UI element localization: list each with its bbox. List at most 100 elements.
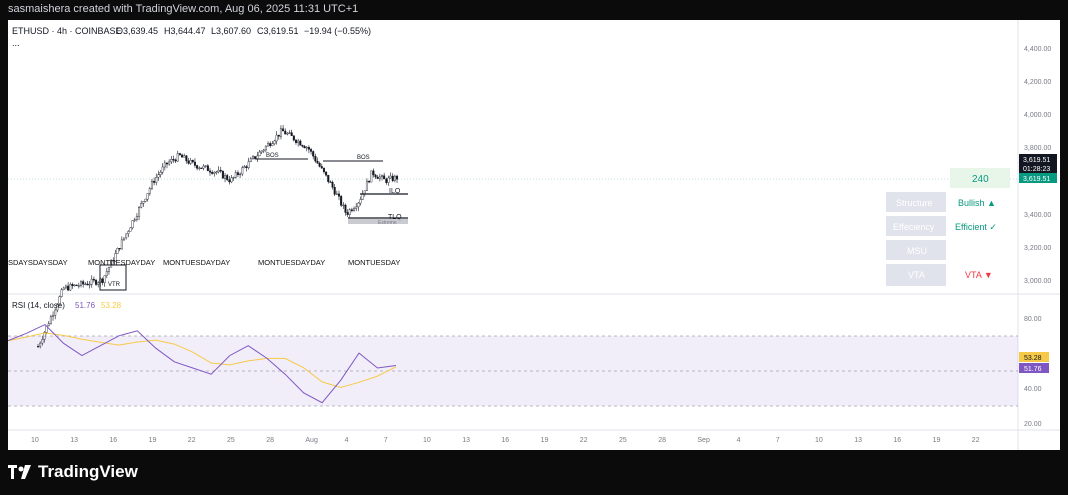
rsi-tick: 40.00: [1024, 386, 1042, 393]
candle: [387, 175, 390, 186]
candle: [393, 174, 396, 183]
candle: [335, 190, 338, 195]
time-axis[interactable]: 10 13 16 19 22 25 28 Aug 4 7 10 13 16 19 22 25 28 Sep 4 7 10…: [31, 437, 980, 444]
price-tick: 3,400.00: [1024, 212, 1051, 219]
price-tick: 3,200.00: [1024, 245, 1051, 252]
candle: [196, 164, 199, 171]
price-axis[interactable]: 4,400.00 4,200.00 4,000.00 3,800.00 3,40…: [1024, 46, 1051, 285]
candle: [350, 207, 353, 213]
candle: [320, 163, 323, 169]
candle: [370, 170, 373, 183]
candle: [133, 217, 136, 223]
time-tick: 16: [893, 437, 901, 444]
candle: [269, 141, 272, 148]
candle: [86, 280, 89, 286]
price-tick: 4,000.00: [1024, 112, 1051, 119]
last-price-2: 3,619.51: [1023, 176, 1050, 183]
credit-line: sasmaishera created with TradingView.com…: [8, 3, 359, 15]
time-tick: 4: [737, 437, 741, 444]
time-tick: 7: [384, 437, 388, 444]
candle: [340, 195, 343, 207]
chart-area[interactable]: ETHUSD · 4h · COINBASE O3,639.45 H3,644.…: [8, 20, 1060, 450]
candlestick-series: [37, 124, 399, 349]
candle: [226, 173, 229, 182]
candle: [178, 152, 181, 156]
ohlc-close: C3,619.51: [257, 26, 299, 36]
chart-svg[interactable]: ETHUSD · 4h · COINBASE O3,639.45 H3,644.…: [8, 20, 1060, 450]
candle: [322, 167, 325, 174]
candle: [299, 139, 302, 146]
vta-value: VTA ▼: [965, 270, 993, 280]
candle: [58, 295, 61, 306]
candle: [374, 173, 377, 179]
candle: [348, 208, 351, 218]
candle: [155, 173, 158, 186]
extreme-label: Extreme: [378, 220, 397, 226]
day-label: MONTUESDAY: [348, 258, 400, 267]
candle: [290, 129, 293, 137]
time-tick: 10: [423, 437, 431, 444]
candle: [146, 193, 149, 202]
candle: [127, 230, 130, 238]
time-tick: 13: [854, 437, 862, 444]
candle: [260, 150, 263, 155]
candle: [247, 157, 250, 170]
time-tick: 16: [501, 437, 509, 444]
ohlc-open: O3,639.45: [116, 26, 158, 36]
rsi-line: [8, 323, 397, 404]
candle: [73, 284, 76, 287]
candle: [327, 174, 330, 184]
candle: [105, 267, 108, 279]
candle: [307, 145, 310, 154]
vtr-label: VTR: [108, 282, 121, 288]
candle: [129, 227, 132, 232]
candle: [284, 128, 287, 135]
time-tick: 13: [462, 437, 470, 444]
candle: [292, 135, 295, 142]
time-tick: 22: [188, 437, 196, 444]
candle: [275, 131, 278, 145]
candle: [325, 171, 328, 177]
bos-label: BOS: [266, 153, 279, 159]
rsi-pane[interactable]: RSI (14, close) 51.76 53.28 80.00 40.00 …: [8, 301, 1049, 428]
candle: [389, 172, 392, 179]
candle: [183, 153, 186, 158]
time-tick: 28: [266, 437, 274, 444]
candle: [206, 164, 209, 172]
bos-label-2: BOS: [357, 155, 370, 161]
candle: [391, 173, 394, 182]
symbol-name: ETHUSD · 4h · COINBASE: [12, 26, 122, 36]
efficiency-label: Effeciency: [893, 222, 935, 232]
candle: [71, 282, 74, 289]
time-tick: 19: [149, 437, 157, 444]
rsi-tick: 20.00: [1024, 421, 1042, 428]
candle: [181, 153, 184, 158]
candle: [262, 148, 265, 154]
candle: [372, 168, 375, 178]
countdown: 01:28:23: [1023, 166, 1050, 173]
candle: [312, 150, 315, 160]
candle: [204, 165, 207, 168]
rsi-value: 51.76: [75, 301, 96, 310]
candle: [224, 172, 227, 183]
candle: [153, 177, 156, 186]
panel-value-box: [950, 168, 1010, 188]
candle: [279, 125, 282, 140]
candle: [107, 266, 110, 275]
candle: [49, 314, 52, 325]
candle: [359, 196, 362, 206]
candle: [357, 202, 360, 211]
candle: [378, 173, 381, 182]
ohlc-high: H3,644.47: [164, 26, 206, 36]
candle: [165, 162, 168, 169]
candle: [144, 198, 147, 203]
candle: [176, 150, 179, 162]
rsi-title: RSI (14, close): [12, 301, 65, 310]
candle: [170, 156, 173, 165]
candle: [97, 281, 100, 288]
candle: [187, 157, 190, 165]
candle: [342, 202, 345, 209]
rsi-ma-value: 53.28: [101, 301, 122, 310]
candle: [92, 276, 95, 283]
candle: [297, 138, 300, 147]
